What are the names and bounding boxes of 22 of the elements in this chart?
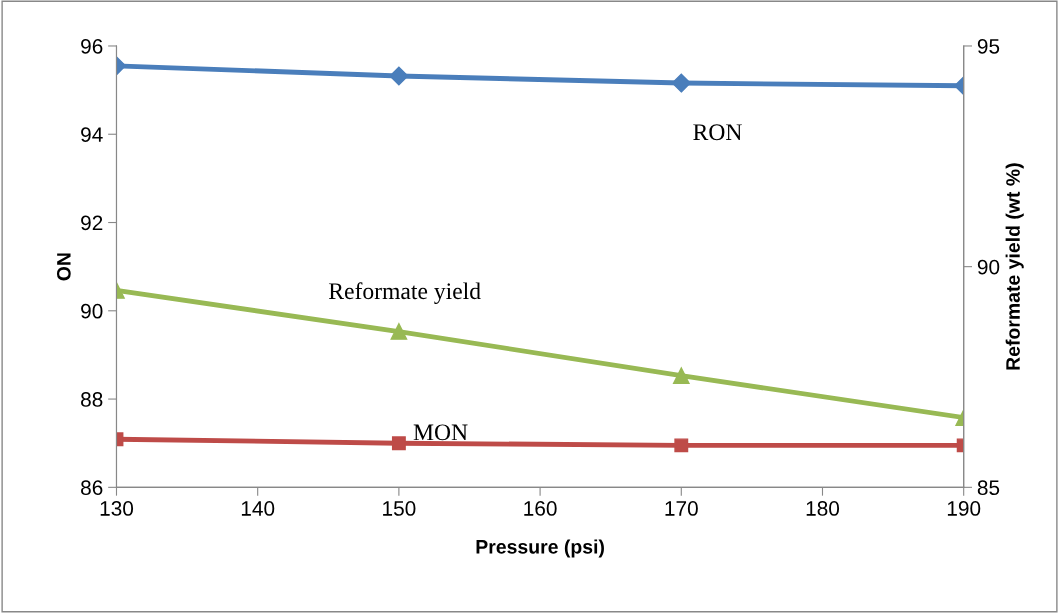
y-tick-label: 92 (81, 215, 103, 231)
y-tick-label: 86 (81, 480, 103, 496)
y2-tick-label: 95 (977, 38, 1000, 54)
x-tick-label: 170 (665, 501, 698, 516)
y2-tick-label: 90 (977, 259, 1000, 275)
series-label: RON (693, 124, 742, 141)
y2-axis-title: Reformate yield (wt %) (1005, 163, 1024, 370)
x-tick-label: 190 (947, 501, 981, 516)
x-tick-label: 150 (383, 501, 416, 516)
y2-tick-label: 85 (977, 480, 1000, 496)
y-axis-title: ON (56, 253, 71, 281)
y-tick-label: 90 (81, 303, 103, 319)
y-tick-label: 96 (81, 38, 103, 54)
x-tick-label: 130 (100, 501, 134, 516)
x-tick-label: 140 (241, 501, 275, 516)
x-tick-label: 180 (806, 501, 840, 516)
series-label: Reformate yield (328, 282, 481, 304)
y-tick-label: 88 (81, 392, 103, 407)
x-axis-title: Pressure (psi) (476, 539, 604, 558)
series-label: MON (413, 424, 468, 441)
x-tick-label: 160 (524, 501, 557, 516)
y-tick-label: 94 (81, 127, 103, 142)
